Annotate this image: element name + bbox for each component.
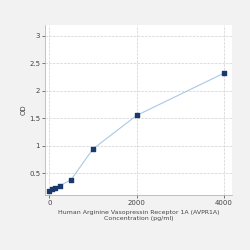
Point [69, 178, 73, 182]
Point [58, 184, 62, 188]
Point [222, 71, 226, 75]
Y-axis label: OD: OD [20, 105, 26, 115]
X-axis label: Human Arginine Vasopressin Receptor 1A (AVPR1A)
Concentration (pg/ml): Human Arginine Vasopressin Receptor 1A (… [58, 210, 220, 221]
Point [134, 114, 138, 117]
Point [50, 187, 54, 191]
Point [53, 186, 57, 190]
Point [91, 147, 95, 151]
Point [47, 189, 51, 193]
